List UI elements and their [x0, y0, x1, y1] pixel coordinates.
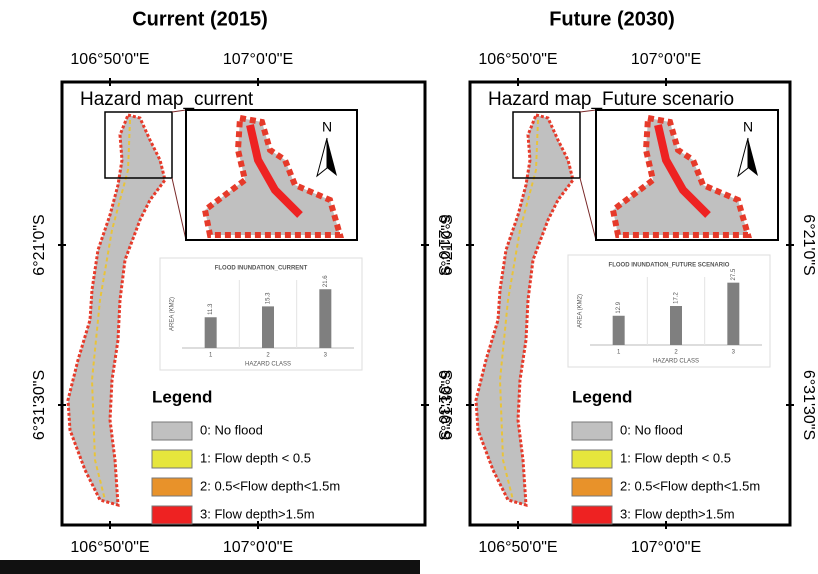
top-coord: 106°50'0"E — [70, 51, 149, 68]
right-coord: 6°21'0"S — [800, 214, 817, 275]
left-coord: 6°31'30"S — [31, 370, 48, 440]
legend-swatch — [152, 506, 192, 524]
connector — [172, 110, 186, 112]
panel-heading: Current (2015) — [132, 8, 268, 30]
x-axis-label: HAZARD CLASS — [245, 362, 291, 368]
y-axis-label: AREA (KM2) — [578, 294, 584, 328]
legend-label: 3: Flow depth>1.5m — [620, 506, 735, 521]
legend-title: Legend — [572, 387, 632, 406]
legend-swatch — [152, 422, 192, 440]
top-coord: 106°50'0"E — [478, 51, 557, 68]
legend-swatch — [152, 478, 192, 496]
connector — [172, 178, 186, 240]
top-coord: 107°0'0"E — [223, 51, 293, 68]
map-panel: Current (2015) 106°50'0"E 106°50'0"E 107°0'… — [31, 8, 452, 556]
left-coord: 6°21'0"S — [439, 214, 456, 275]
legend-swatch — [572, 478, 612, 496]
legend-swatch — [152, 450, 192, 468]
legend-label: 0: No flood — [200, 422, 263, 437]
bottom-coord: 107°0'0"E — [631, 539, 701, 556]
value-label: 21.6 — [323, 275, 329, 287]
left-coord: 6°31'30"S — [439, 370, 456, 440]
inset-chart-title: FLOOD INUNDATION_FUTURE SCENARIO — [609, 263, 730, 269]
bar — [613, 316, 625, 345]
value-label: 11.3 — [208, 303, 214, 315]
footer-bar — [0, 560, 420, 574]
connector — [580, 178, 596, 240]
y-axis-label: AREA (KM2) — [170, 297, 176, 331]
legend-label: 2: 0.5<Flow depth<1.5m — [200, 478, 340, 493]
bar — [262, 306, 274, 348]
value-label: 12.9 — [616, 301, 622, 313]
legend-swatch — [572, 506, 612, 524]
bar — [319, 289, 331, 348]
legend-label: 1: Flow depth < 0.5 — [200, 450, 311, 465]
legend-swatch — [572, 422, 612, 440]
north-label: N — [743, 119, 753, 135]
inset-chart-title: FLOOD INUNDATION_CURRENT — [215, 266, 308, 272]
legend-swatch — [572, 450, 612, 468]
legend-label: 1: Flow depth < 0.5 — [620, 450, 731, 465]
inset-chart-frame — [160, 258, 362, 370]
panel-heading: Future (2030) — [549, 8, 675, 30]
value-label: 15.3 — [266, 292, 272, 304]
legend-label: 2: 0.5<Flow depth<1.5m — [620, 478, 760, 493]
river-basin — [476, 115, 573, 505]
bar — [670, 306, 682, 345]
right-coord: 6°31'30"S — [800, 370, 817, 440]
river-basin — [68, 115, 165, 505]
value-label: 17.2 — [674, 292, 680, 304]
map-title: Hazard map_current — [80, 89, 254, 110]
north-label: N — [322, 119, 332, 135]
figure: Current (2015) 106°50'0"E 106°50'0"E 107°0'… — [0, 0, 818, 574]
legend-label: 0: No flood — [620, 422, 683, 437]
bar — [205, 317, 217, 348]
connector — [580, 110, 596, 112]
legend-label: 3: Flow depth>1.5m — [200, 506, 315, 521]
left-coord: 6°21'0"S — [31, 214, 48, 275]
value-label: 27.5 — [731, 268, 737, 280]
x-axis-label: HAZARD CLASS — [653, 359, 699, 365]
legend-title: Legend — [152, 387, 212, 406]
inset-chart-frame — [568, 255, 770, 367]
bottom-coord: 106°50'0"E — [478, 539, 557, 556]
top-coord: 107°0'0"E — [631, 51, 701, 68]
bottom-coord: 106°50'0"E — [70, 539, 149, 556]
map-title: Hazard map_Future scenario — [488, 89, 734, 110]
map-panel: Future (2030) 106°50'0"E 106°50'0"E 107°0'0… — [439, 8, 817, 556]
bottom-coord: 107°0'0"E — [223, 539, 293, 556]
bar — [727, 283, 739, 345]
